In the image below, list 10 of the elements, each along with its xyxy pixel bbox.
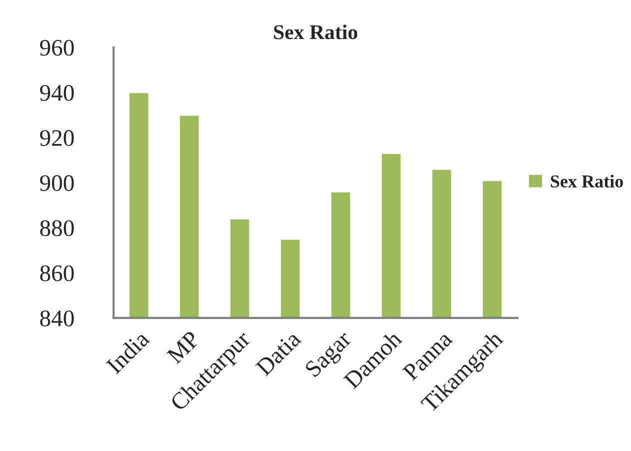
y-tick-label: 960 bbox=[40, 40, 74, 56]
x-tick-label: India bbox=[105, 329, 150, 375]
y-tick-label: 900 bbox=[40, 175, 74, 192]
y-tick-label: 840 bbox=[40, 310, 74, 326]
y-tick-label: 880 bbox=[40, 220, 74, 236]
y-tick-label: 860 bbox=[40, 265, 74, 282]
y-tick-label: 940 bbox=[40, 84, 74, 101]
y-tick-label: 920 bbox=[40, 130, 74, 146]
legend-label: Sex Ratio bbox=[550, 174, 623, 188]
chart-title: Sex Ratio bbox=[274, 24, 358, 40]
